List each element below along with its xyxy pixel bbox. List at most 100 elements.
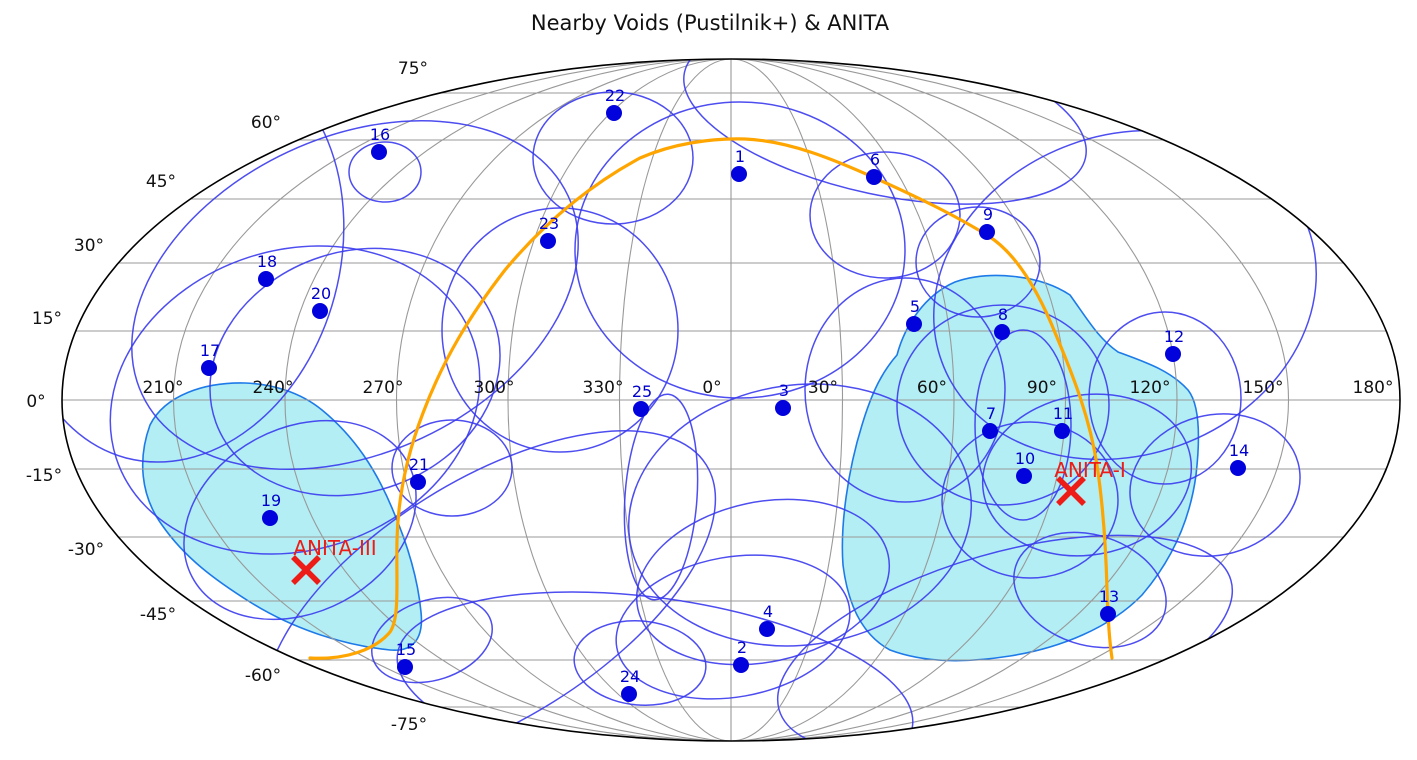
- void-point-10: [1016, 468, 1032, 484]
- void-circles-layer: [62, 59, 1317, 741]
- tick-labels-layer: 210° 240° 270° 300° 330° 0° 30° 60° 90° 120° 150° 1…: [26, 59, 1394, 735]
- void-point-25: [633, 401, 649, 417]
- chart-title: Nearby Voids (Pustilnik+) & ANITA: [531, 11, 890, 35]
- void-points-layer: 1234567891011121314151617181920212223242…: [200, 86, 1249, 702]
- void-point-label-5: 5: [910, 297, 920, 316]
- void-point-13: [1100, 606, 1116, 622]
- void-point-label-9: 9: [983, 205, 993, 224]
- anita-label-anita-iii: ANITA-III: [293, 536, 376, 560]
- void-point-label-16: 16: [370, 125, 390, 144]
- void-circle: [391, 419, 513, 517]
- void-point-18: [258, 271, 274, 287]
- anita-markers-layer: ANITA-I ANITA-III: [291, 458, 1126, 585]
- void-point-label-17: 17: [200, 341, 220, 360]
- lat-tick-75°: 75°: [398, 59, 428, 79]
- anita-label-anita-i: ANITA-I: [1054, 458, 1126, 482]
- void-circle: [573, 620, 707, 706]
- lon-tick-330°: 330°: [583, 378, 624, 398]
- void-circle: [635, 498, 891, 666]
- void-point-1: [731, 166, 747, 182]
- void-circle: [371, 596, 493, 684]
- lon-tick-0°: 0°: [702, 378, 721, 398]
- lat-tick-0°: 0°: [26, 392, 45, 412]
- void-point-label-19: 19: [261, 491, 281, 510]
- lat-tick--75°: -75°: [391, 715, 427, 735]
- void-point-label-18: 18: [257, 252, 277, 271]
- void-point-24: [621, 686, 637, 702]
- void-point-label-1: 1: [735, 147, 745, 166]
- void-point-label-4: 4: [763, 602, 773, 621]
- void-circle: [809, 151, 961, 279]
- void-point-label-3: 3: [779, 381, 789, 400]
- void-point-label-11: 11: [1053, 404, 1073, 423]
- void-point-label-15: 15: [396, 640, 416, 659]
- void-point-23: [540, 233, 556, 249]
- anita-region-i: [841, 274, 1200, 662]
- lon-tick-150°: 150°: [1243, 378, 1284, 398]
- map-boundary: [61, 58, 1401, 742]
- lat-tick--45°: -45°: [140, 605, 176, 625]
- void-circle: [532, 91, 694, 225]
- void-point-label-13: 13: [1099, 587, 1119, 606]
- void-point-label-14: 14: [1229, 441, 1249, 460]
- void-point-5: [906, 316, 922, 332]
- void-point-21: [410, 474, 426, 490]
- void-point-11: [1054, 423, 1070, 439]
- void-point-9: [979, 224, 995, 240]
- lon-tick-180°: 180°: [1353, 378, 1394, 398]
- void-point-4: [759, 621, 775, 637]
- lat-tick-15°: 15°: [32, 309, 62, 329]
- void-point-label-24: 24: [620, 667, 640, 686]
- void-point-22: [606, 105, 622, 121]
- lon-tick-270°: 270°: [363, 378, 404, 398]
- lon-tick-240°: 240°: [253, 378, 294, 398]
- void-circle: [974, 329, 1072, 521]
- void-point-label-22: 22: [605, 86, 625, 105]
- void-circle: [615, 554, 851, 700]
- void-circle: [981, 393, 1193, 557]
- void-circle: [623, 393, 699, 601]
- lat-tick-45°: 45°: [146, 172, 176, 192]
- void-point-label-2: 2: [737, 638, 747, 657]
- void-point-16: [371, 144, 387, 160]
- void-point-label-20: 20: [311, 284, 331, 303]
- map-boundary-layer: [61, 58, 1401, 742]
- void-point-8: [994, 324, 1010, 340]
- lon-tick-300°: 300°: [474, 378, 515, 398]
- void-circle: [348, 141, 422, 203]
- void-point-3: [775, 400, 791, 416]
- void-point-20: [312, 303, 328, 319]
- void-circle: [574, 101, 906, 399]
- void-point-12: [1165, 346, 1181, 362]
- lat-tick--15°: -15°: [26, 466, 62, 486]
- void-point-label-6: 6: [870, 150, 880, 169]
- void-point-14: [1230, 460, 1246, 476]
- anita-regions-layer: [141, 274, 1200, 662]
- void-circle: [941, 421, 1119, 579]
- void-circle: [683, 59, 1087, 205]
- anita-x-marker-anita-iii: [291, 555, 321, 585]
- void-point-6: [866, 169, 882, 185]
- void-circle: [1013, 531, 1167, 649]
- galactic-plane-curve: [308, 137, 1114, 660]
- void-point-label-21: 21: [409, 455, 429, 474]
- void-circle: [896, 304, 1110, 506]
- void-circle: [396, 591, 914, 741]
- lat-tick--30°: -30°: [68, 540, 104, 560]
- lon-tick-120°: 120°: [1130, 378, 1171, 398]
- void-circle: [804, 277, 1006, 503]
- lon-tick-30°: 30°: [808, 378, 838, 398]
- void-point-label-8: 8: [998, 305, 1008, 324]
- lon-tick-90°: 90°: [1027, 378, 1057, 398]
- void-circle: [1129, 413, 1301, 557]
- void-circle: [441, 207, 679, 453]
- void-point-19: [262, 510, 278, 526]
- void-point-label-10: 10: [1015, 449, 1035, 468]
- lat-tick-30°: 30°: [74, 236, 104, 256]
- void-point-2: [733, 657, 749, 673]
- void-point-7: [982, 423, 998, 439]
- lat-tick--60°: -60°: [245, 666, 281, 686]
- void-circle: [109, 245, 481, 555]
